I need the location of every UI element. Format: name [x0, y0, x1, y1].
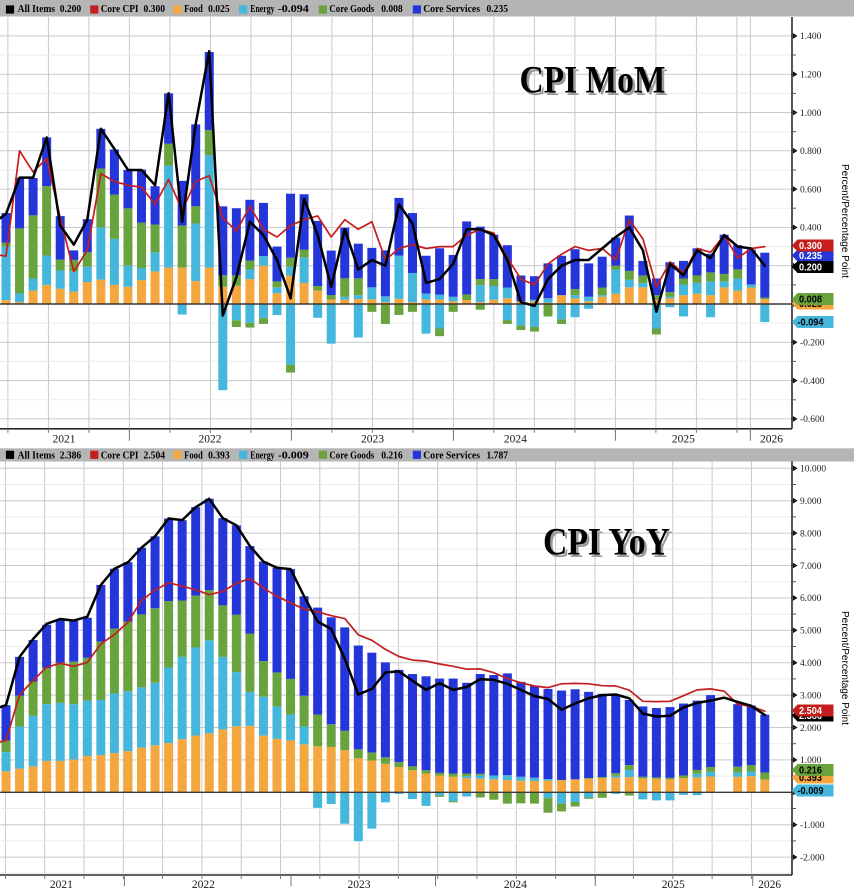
svg-text:0.200: 0.200 — [60, 4, 81, 15]
svg-text:Core CPI: Core CPI — [101, 451, 139, 462]
svg-text:0.216: 0.216 — [381, 451, 403, 462]
svg-text:0.600: 0.600 — [800, 185, 822, 195]
svg-text:2026: 2026 — [758, 879, 781, 891]
svg-text:-0.009: -0.009 — [798, 786, 824, 797]
svg-text:-0.094: -0.094 — [798, 318, 824, 329]
svg-text:0.300: 0.300 — [144, 4, 166, 15]
svg-text:1.787: 1.787 — [487, 451, 509, 462]
svg-text:All Items: All Items — [18, 451, 55, 462]
svg-text:Energy: Energy — [250, 451, 275, 462]
svg-text:2023: 2023 — [361, 433, 384, 445]
svg-text:2021: 2021 — [50, 879, 73, 891]
svg-text:0.300: 0.300 — [799, 241, 822, 252]
svg-text:3.000: 3.000 — [800, 691, 822, 701]
svg-text:2024: 2024 — [504, 433, 527, 445]
svg-text:2.504: 2.504 — [144, 451, 166, 462]
svg-text:Core Goods: Core Goods — [329, 4, 374, 15]
svg-text:Food: Food — [184, 451, 203, 462]
svg-text:0.393: 0.393 — [799, 773, 822, 784]
svg-text:Core CPI: Core CPI — [101, 4, 139, 15]
svg-text:Core Services: Core Services — [423, 451, 480, 462]
svg-text:All Items: All Items — [18, 4, 55, 15]
svg-text:0.008: 0.008 — [381, 4, 403, 15]
svg-text:2.504: 2.504 — [799, 706, 822, 717]
svg-text:0.200: 0.200 — [799, 263, 822, 274]
svg-text:2021: 2021 — [53, 433, 76, 445]
svg-text:-2.000: -2.000 — [800, 853, 825, 863]
svg-text:4.000: 4.000 — [800, 659, 822, 669]
svg-text:2024: 2024 — [504, 879, 527, 891]
svg-text:CPI YoY: CPI YoY — [543, 521, 670, 564]
svg-text:CPI YoY: CPI YoY — [546, 523, 673, 566]
svg-text:10.000: 10.000 — [800, 465, 826, 475]
svg-text:2.386: 2.386 — [60, 451, 81, 462]
svg-text:2025: 2025 — [672, 433, 695, 445]
svg-text:0.800: 0.800 — [800, 147, 822, 157]
svg-text:-0.009: -0.009 — [278, 451, 309, 462]
svg-text:Percent/Percentage Point: Percent/Percentage Point — [839, 164, 850, 278]
svg-text:0.235: 0.235 — [799, 251, 822, 262]
svg-text:0.235: 0.235 — [487, 4, 509, 15]
svg-text:-0.600: -0.600 — [800, 415, 825, 425]
svg-text:1.000: 1.000 — [800, 109, 822, 119]
svg-text:8.000: 8.000 — [800, 529, 822, 539]
svg-text:Core Services: Core Services — [423, 4, 480, 15]
svg-text:2022: 2022 — [199, 433, 222, 445]
svg-text:0.400: 0.400 — [800, 224, 822, 234]
svg-text:2022: 2022 — [192, 879, 215, 891]
svg-text:Energy: Energy — [250, 4, 275, 15]
svg-text:1.400: 1.400 — [800, 32, 822, 42]
svg-text:0.008: 0.008 — [799, 295, 822, 306]
svg-text:1.000: 1.000 — [800, 756, 822, 766]
svg-text:7.000: 7.000 — [800, 562, 822, 572]
svg-text:5.000: 5.000 — [800, 627, 822, 637]
svg-text:Food: Food — [184, 4, 203, 15]
svg-text:6.000: 6.000 — [800, 594, 822, 604]
svg-text:2023: 2023 — [348, 879, 371, 891]
svg-text:0.025: 0.025 — [208, 4, 230, 15]
svg-text:Core Goods: Core Goods — [329, 451, 374, 462]
svg-text:2.000: 2.000 — [800, 724, 822, 734]
svg-text:1.200: 1.200 — [800, 71, 822, 81]
svg-text:-0.400: -0.400 — [800, 377, 825, 387]
svg-text:0.393: 0.393 — [208, 451, 230, 462]
svg-text:CPI MoM: CPI MoM — [522, 61, 668, 104]
svg-text:2026: 2026 — [760, 433, 783, 445]
svg-text:Percent/Percentage Point: Percent/Percentage Point — [839, 611, 850, 725]
svg-text:CPI MoM: CPI MoM — [520, 59, 666, 102]
svg-text:9.000: 9.000 — [800, 497, 822, 507]
svg-text:-0.200: -0.200 — [800, 339, 825, 349]
svg-text:-1.000: -1.000 — [800, 821, 825, 831]
svg-text:2025: 2025 — [662, 879, 685, 891]
svg-text:0.216: 0.216 — [799, 766, 822, 777]
svg-text:-0.094: -0.094 — [278, 4, 310, 15]
